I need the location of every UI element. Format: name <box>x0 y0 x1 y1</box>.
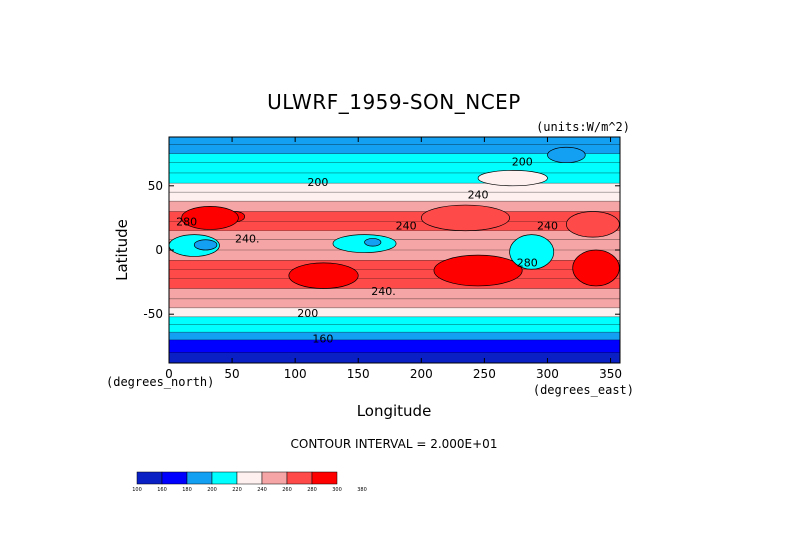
contour-value-label: 200 <box>307 176 328 189</box>
contour-feature <box>332 234 397 253</box>
contour-value-label: 240. <box>371 285 396 298</box>
regional-features <box>169 146 620 289</box>
contour-feature <box>572 249 620 287</box>
x-unit-label: (degrees_east) <box>533 383 634 397</box>
contour-value-label: 200 <box>297 307 318 320</box>
contour-value-label: 240 <box>396 219 417 232</box>
band-cell <box>169 269 620 279</box>
colorbar-level-label: 160 <box>157 487 167 493</box>
contour-value-label: 240 <box>468 189 489 202</box>
contour-value-label: 280 <box>176 216 197 229</box>
band-cell <box>169 339 620 354</box>
colorbar-level-label: 280 <box>307 487 317 493</box>
colorbar-level-label: 220 <box>232 487 242 493</box>
colorbar-level-label: 240 <box>257 487 267 493</box>
contour-feature <box>193 239 218 251</box>
colorbar-swatch <box>236 471 263 485</box>
band-cell <box>169 332 620 341</box>
x-tick-label: 50 <box>224 367 239 381</box>
band-cell <box>169 162 620 174</box>
y-tick-label: 0 <box>155 243 163 257</box>
contour-value-label: 200 <box>512 155 533 168</box>
contour-feature <box>477 170 548 187</box>
x-axis-ticks: 0 50 100 150 200 250 300 350 <box>165 137 622 381</box>
band-cell <box>169 316 620 325</box>
colorbar-level-label: 300 <box>332 487 342 493</box>
band-cell <box>169 221 620 232</box>
x-axis-label: Longitude <box>357 402 432 420</box>
colorbar-level-label: 180 <box>182 487 192 493</box>
colorbar-level-label: 260 <box>282 487 292 493</box>
colorbar-swatch <box>136 471 163 485</box>
plot-area <box>169 137 620 363</box>
contour-feature <box>181 205 239 230</box>
contour-value-label: 240. <box>235 232 260 245</box>
contour-value-label: 240 <box>537 219 558 232</box>
contour-feature <box>364 238 382 247</box>
band-cell <box>169 153 620 164</box>
colorbar-swatch <box>161 471 188 485</box>
y-tick-label: -50 <box>143 307 163 321</box>
contour-feature <box>433 254 523 287</box>
band-cell <box>169 324 620 333</box>
band-cell <box>169 260 620 270</box>
y-axis-label: Latitude <box>113 219 131 281</box>
contour-feature <box>566 211 620 238</box>
y-unit-label: (degrees_north) <box>106 375 214 389</box>
colorbar-level-label: 100 <box>132 487 142 493</box>
x-tick-label: 150 <box>347 367 370 381</box>
band-cell <box>169 144 620 155</box>
band-cell <box>169 230 620 241</box>
band-cell <box>169 250 620 261</box>
contour-value-label: 160 <box>312 332 333 345</box>
band-cell <box>169 201 620 212</box>
x-tick-label: 350 <box>599 367 622 381</box>
band-cell <box>169 211 620 223</box>
contour-feature <box>288 262 359 289</box>
units-label: (units:W/m^2) <box>536 120 630 134</box>
band-cell <box>169 278 620 290</box>
y-tick-label: 50 <box>148 179 163 193</box>
x-tick-label: 250 <box>473 367 496 381</box>
band-cell <box>169 137 620 146</box>
colorbar-swatch <box>211 471 238 485</box>
x-tick-label: 300 <box>536 367 559 381</box>
colorbar-swatch <box>311 471 338 485</box>
colorbar-swatch <box>286 471 313 485</box>
band-cell <box>169 172 620 184</box>
colorbar-swatch <box>186 471 213 485</box>
contour-feature <box>509 234 555 270</box>
colorbar-swatch <box>261 471 288 485</box>
colorbar-level-label: 200 <box>207 487 217 493</box>
band-cell <box>169 183 620 193</box>
contour-feature <box>547 146 586 164</box>
y-axis-ticks: -50 0 50 <box>143 179 620 321</box>
x-tick-label: 0 <box>165 367 173 381</box>
x-tick-label: 100 <box>284 367 307 381</box>
contour-interval: CONTOUR INTERVAL = 2.000E+01 <box>291 437 498 451</box>
colorbar: 100 160 180 200 220 240 260 280 300 380 <box>132 471 367 493</box>
band-cell <box>169 307 620 318</box>
band-cell <box>169 192 620 202</box>
colorbar-level-label: 380 <box>357 487 367 493</box>
x-tick-label: 200 <box>410 367 433 381</box>
chart-title: ULWRF_1959-SON_NCEP <box>267 90 521 114</box>
band-cell <box>169 288 620 300</box>
band-cell <box>169 298 620 309</box>
contour-feature <box>420 204 510 232</box>
band-cell <box>169 352 620 363</box>
contour-value-label: 280 <box>517 257 538 270</box>
contour-labels: 200 200 240 280 240. 240 240 280 240. 200 160 <box>176 155 558 345</box>
